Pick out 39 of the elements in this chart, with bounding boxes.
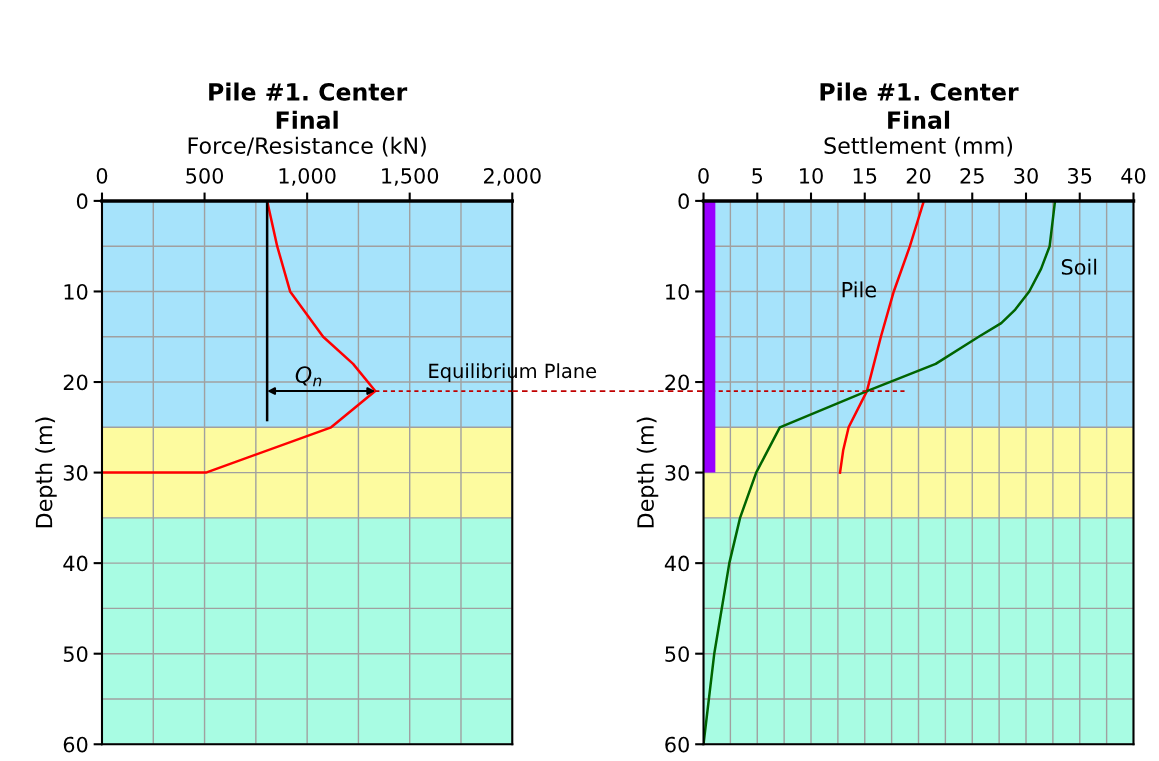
y-axis-title: Depth (m) xyxy=(636,417,659,528)
x-tick-label: 35 xyxy=(1068,167,1092,184)
annotation: Q$_{n}$ xyxy=(295,366,322,387)
x-tick-label: 40 xyxy=(1121,167,1146,184)
x-axis-title: Force/Resistance (kN) xyxy=(188,136,426,157)
x-tick-label: 15 xyxy=(853,168,877,184)
y-tick-label: 40 xyxy=(664,555,689,572)
x-tick-label: 1,500 xyxy=(382,167,439,186)
y-tick-label: 30 xyxy=(63,465,88,481)
x-tick-label: 500 xyxy=(186,167,224,184)
y-tick-label: 30 xyxy=(665,465,689,481)
x-tick-label: 20 xyxy=(906,167,931,184)
x-tick-label: 30 xyxy=(1014,167,1038,184)
y-tick-label: 40 xyxy=(63,555,88,572)
y-tick-label: 60 xyxy=(665,736,689,753)
x-tick-label: 25 xyxy=(960,167,984,184)
x-tick-label: 5 xyxy=(752,168,763,184)
line-series xyxy=(101,200,377,474)
series-label: Soil xyxy=(1061,258,1097,275)
x-axis-title: Settlement (mm) xyxy=(824,136,1013,157)
y-tick-label: 20 xyxy=(665,374,689,391)
y-tick-label: 50 xyxy=(63,646,88,662)
y-axis-title: Depth (m) xyxy=(35,417,57,528)
series-label: Pile xyxy=(842,281,877,298)
y-tick-label: 0 xyxy=(76,193,88,210)
x-tick-label: 0 xyxy=(698,167,709,184)
y-tick-label: 60 xyxy=(63,736,88,753)
y-tick-label: 10 xyxy=(666,283,689,300)
y-tick-label: 0 xyxy=(678,193,689,210)
y-tick-label: 50 xyxy=(665,646,689,662)
chart-title: Pile #1. Center Final xyxy=(820,82,1019,130)
x-tick-label: 10 xyxy=(800,167,823,184)
y-tick-label: 10 xyxy=(64,283,88,300)
x-tick-label: 1,000 xyxy=(279,167,336,186)
x-tick-label: 2,000 xyxy=(483,167,541,186)
x-tick-label: 0 xyxy=(96,167,108,184)
chart-title: Pile #1. Center Final xyxy=(209,82,408,130)
y-tick-label: 20 xyxy=(63,374,88,391)
line-series xyxy=(838,200,926,474)
